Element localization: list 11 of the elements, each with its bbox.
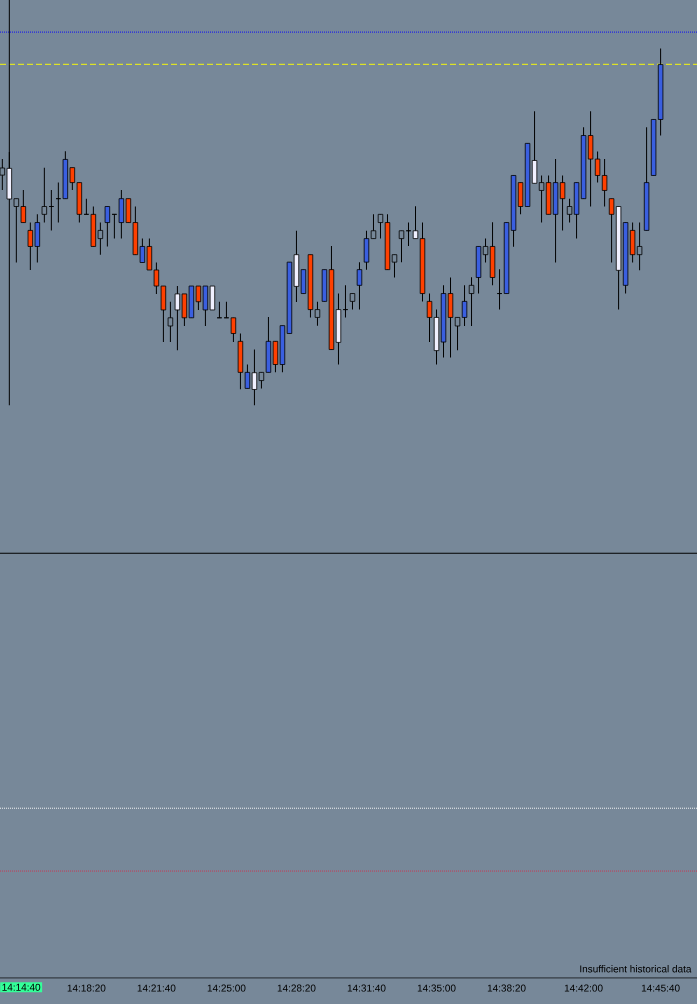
x-tick-label: 14:45:40 (641, 984, 680, 992)
x-tick-label: 14:31:40 (347, 984, 386, 992)
x-tick-label: 14:42:00 (564, 984, 603, 992)
x-tick-label: 14:38:20 (487, 984, 526, 992)
x-tick-label: 14:18:20 (67, 984, 106, 992)
text: Insufficient historical data (580, 965, 692, 973)
x-tick-label: 14:21:40 (137, 984, 176, 992)
x-tick-label: 14:28:20 (277, 984, 316, 992)
ref-line-label: 14:14:40 (2, 983, 41, 991)
x-tick-label: 14:25:00 (207, 984, 246, 992)
x-tick-label: 14:35:00 (417, 984, 456, 992)
